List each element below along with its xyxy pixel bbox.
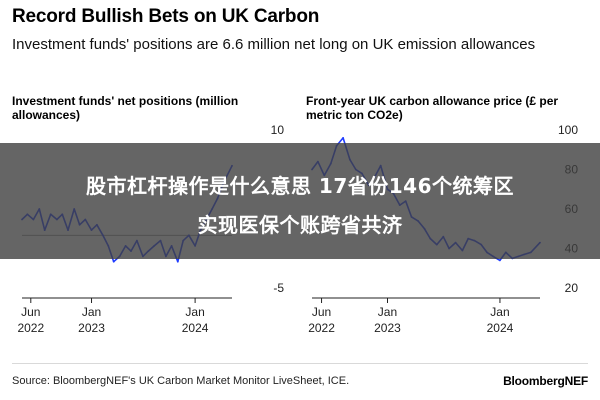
- x-tick-label: Jan: [490, 305, 509, 319]
- overlay-text-line-2: 实现医保个账跨省共济: [197, 213, 403, 237]
- data-point: [112, 260, 115, 263]
- overlay-banner: [0, 143, 600, 259]
- x-tick-year-label: 2023: [374, 321, 401, 335]
- chart-1-title: Investment funds' net positions (million…: [12, 94, 239, 122]
- page-subtitle: Investment funds' positions are 6.6 mill…: [12, 36, 536, 53]
- x-tick-label: Jan: [378, 305, 397, 319]
- x-tick-year-label: 2022: [17, 321, 44, 335]
- data-point: [342, 137, 344, 139]
- data-point: [176, 260, 179, 263]
- overlay-text-line-1: 股市杠杆操作是什么意思 17省份146个统筹区: [85, 174, 515, 198]
- x-tick-label: Jan: [82, 305, 101, 319]
- x-tick-label: Jun: [312, 305, 331, 319]
- y-tick-label: 100: [558, 123, 578, 137]
- y-tick-label: -5: [273, 281, 284, 295]
- chart-2-title: Front-year UK carbon allowance price (£ …: [306, 94, 559, 122]
- y-tick-label: 20: [565, 281, 579, 295]
- x-tick-year-label: 2024: [182, 321, 209, 335]
- source-note: Source: BloombergNEF's UK Carbon Market …: [12, 375, 350, 387]
- y-tick-label: 10: [271, 123, 285, 137]
- x-tick-year-label: 2023: [78, 321, 105, 335]
- footer-divider: [12, 363, 588, 364]
- data-point: [499, 259, 501, 262]
- x-tick-year-label: 2024: [487, 321, 514, 335]
- x-tick-year-label: 2022: [308, 321, 335, 335]
- x-tick-label: Jun: [21, 305, 40, 319]
- page-title: Record Bullish Bets on UK Carbon: [12, 6, 320, 27]
- brand-logo: BloombergNEF: [503, 374, 588, 388]
- x-tick-label: Jan: [185, 305, 204, 319]
